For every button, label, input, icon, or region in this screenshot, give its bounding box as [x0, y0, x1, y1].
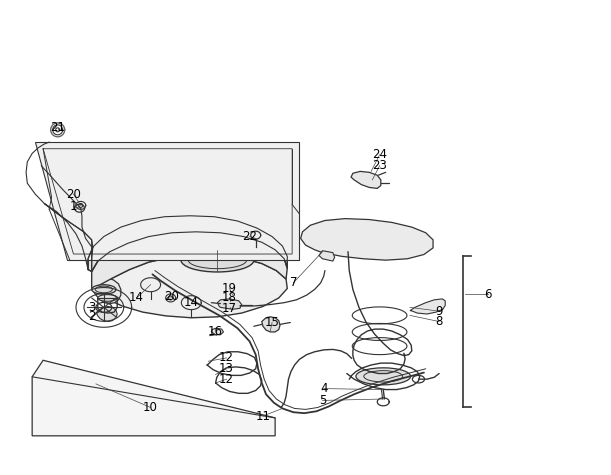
Text: 24: 24	[372, 148, 387, 162]
Text: 3: 3	[88, 301, 95, 314]
Text: 21: 21	[50, 122, 65, 134]
Text: 17: 17	[222, 302, 237, 315]
Ellipse shape	[181, 248, 254, 272]
Polygon shape	[92, 256, 287, 318]
Text: 12: 12	[219, 373, 234, 386]
Text: 14: 14	[129, 292, 144, 304]
Text: 22: 22	[242, 230, 257, 243]
Polygon shape	[92, 278, 121, 304]
Text: 15: 15	[265, 316, 279, 329]
Polygon shape	[211, 328, 224, 335]
Text: 5: 5	[319, 394, 326, 407]
Ellipse shape	[356, 368, 411, 385]
Text: 14: 14	[184, 296, 199, 309]
Text: 23: 23	[372, 159, 387, 172]
Polygon shape	[35, 142, 299, 260]
Polygon shape	[92, 232, 287, 288]
Text: 10: 10	[143, 401, 158, 414]
Polygon shape	[96, 306, 117, 322]
Polygon shape	[351, 171, 381, 189]
Text: 8: 8	[436, 315, 443, 328]
Polygon shape	[319, 251, 335, 261]
Polygon shape	[218, 299, 242, 309]
Text: 1: 1	[70, 200, 77, 213]
Text: 9: 9	[436, 304, 443, 318]
Text: 12: 12	[219, 352, 234, 364]
Ellipse shape	[98, 294, 117, 301]
Text: 16: 16	[208, 325, 223, 339]
Polygon shape	[32, 360, 275, 436]
Ellipse shape	[92, 285, 116, 294]
Text: 4: 4	[320, 382, 327, 395]
Polygon shape	[262, 317, 280, 332]
Text: 20: 20	[164, 290, 179, 303]
Polygon shape	[301, 218, 433, 260]
Polygon shape	[88, 216, 287, 272]
Text: 2: 2	[88, 310, 95, 323]
Text: 7: 7	[290, 276, 297, 289]
Text: 11: 11	[255, 409, 271, 422]
Polygon shape	[410, 299, 445, 314]
Text: 19: 19	[222, 282, 237, 295]
Text: 6: 6	[484, 288, 491, 301]
Text: 18: 18	[222, 292, 237, 304]
Text: 20: 20	[66, 188, 81, 200]
Text: 13: 13	[219, 362, 234, 375]
